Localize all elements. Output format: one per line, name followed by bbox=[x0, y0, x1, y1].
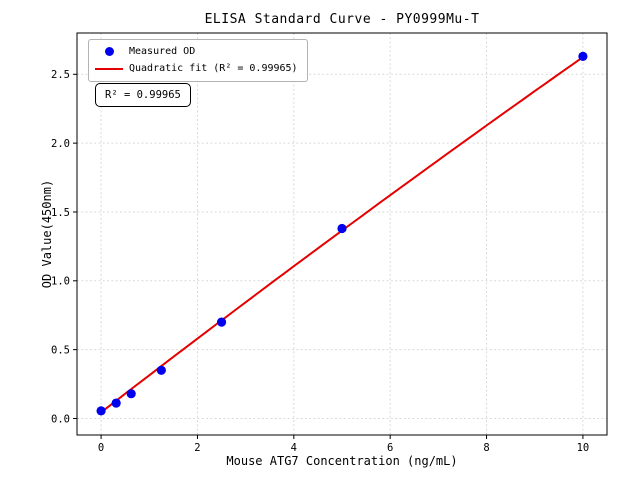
data-point bbox=[126, 389, 136, 399]
legend-entry-quadratic-fit: Quadratic fit (R² = 0.99965) bbox=[89, 60, 307, 77]
y-tick-label: 1.0 bbox=[51, 276, 70, 288]
axes-spines bbox=[76, 32, 608, 436]
data-point bbox=[216, 317, 227, 327]
x-tick-label: 2 bbox=[194, 442, 200, 454]
data-point bbox=[156, 365, 166, 375]
r-squared-annotation: R² = 0.99965 bbox=[95, 83, 191, 107]
x-tick-label: 4 bbox=[291, 442, 297, 454]
x-tick-label: 6 bbox=[387, 442, 393, 454]
y-tick-label: 1.5 bbox=[51, 207, 70, 219]
data-point bbox=[578, 51, 588, 62]
measured-od-marker-icon bbox=[104, 47, 114, 56]
quadratic-fit-line bbox=[100, 56, 584, 414]
y-tick-label: 2.5 bbox=[51, 69, 70, 81]
y-tick-label: 0.5 bbox=[51, 344, 70, 356]
legend: Measured OD Quadratic fit (R² = 0.99965) bbox=[88, 39, 308, 82]
y-tick-label: 0.0 bbox=[51, 413, 70, 425]
y-tick-label: 2.0 bbox=[51, 138, 70, 150]
legend-label-measured-od: Measured OD bbox=[129, 46, 196, 57]
x-axis-label: Mouse ATG7 Concentration (ng/mL) bbox=[226, 454, 458, 468]
legend-label-quadratic-fit: Quadratic fit (R² = 0.99965) bbox=[129, 63, 298, 74]
legend-entry-measured-od: Measured OD bbox=[89, 43, 307, 60]
x-tick-label: 8 bbox=[483, 442, 489, 454]
x-tick-label: 10 bbox=[577, 442, 590, 454]
y-axis-label: OD Value(450nm) bbox=[40, 179, 54, 289]
data-point bbox=[111, 398, 121, 408]
chart-title: ELISA Standard Curve - PY0999Mu-T bbox=[204, 12, 480, 27]
quadratic-fit-line-icon bbox=[95, 67, 123, 70]
x-tick-label: 0 bbox=[98, 442, 104, 454]
data-point bbox=[337, 223, 347, 234]
data-point bbox=[96, 406, 106, 416]
